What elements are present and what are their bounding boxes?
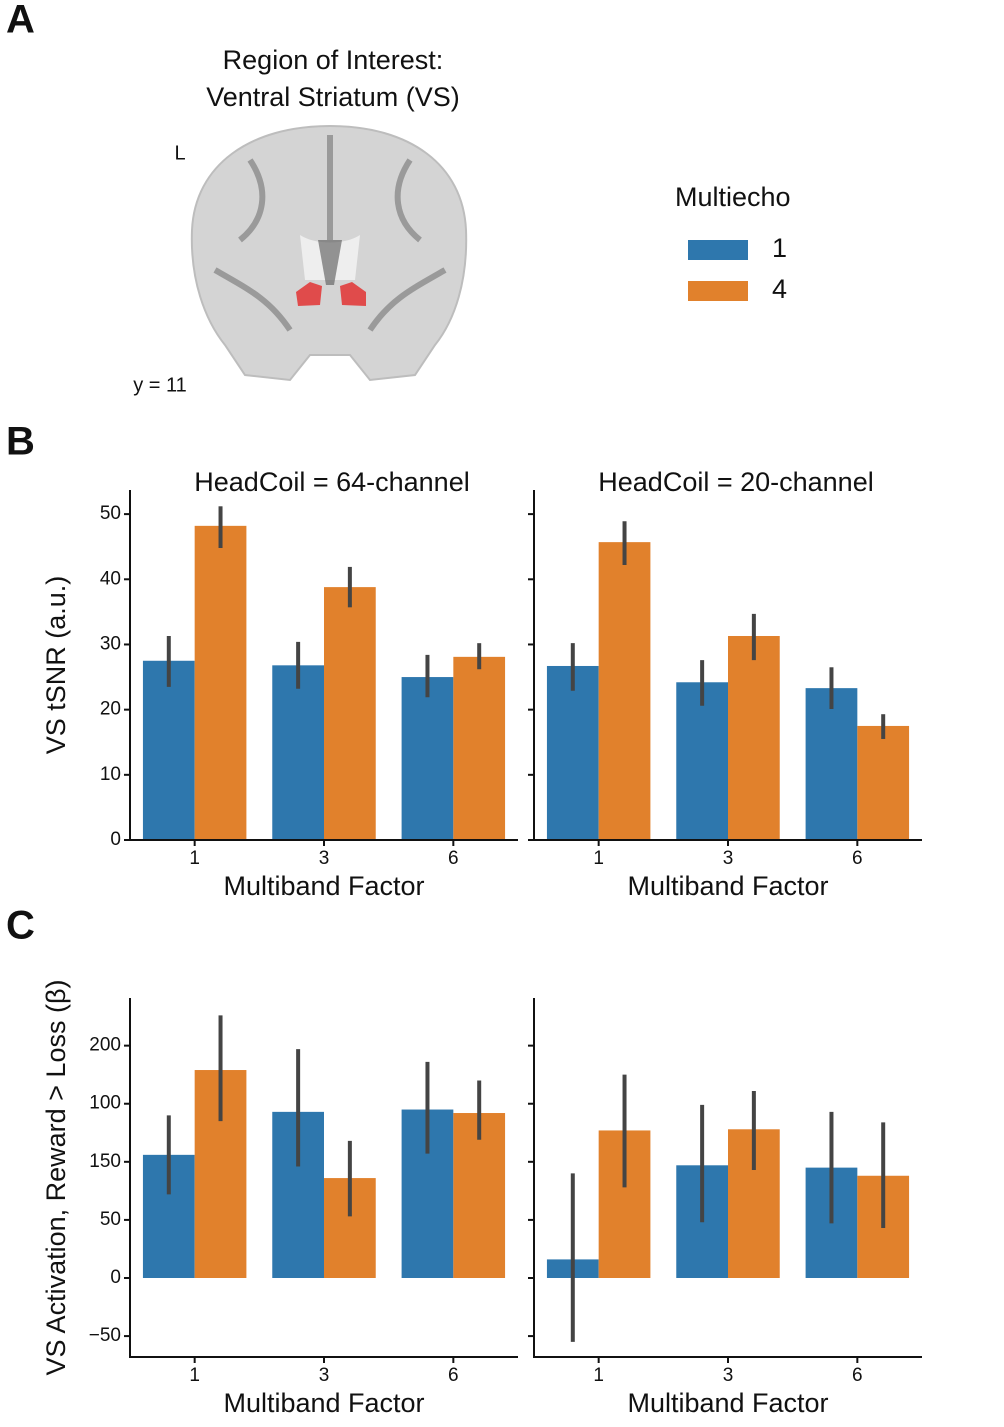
- legend-swatch: [688, 281, 748, 301]
- legend-label: 4: [772, 274, 787, 304]
- y-tick-label: 30: [100, 633, 121, 654]
- bar: [728, 635, 780, 840]
- x-tick-label: 1: [189, 1365, 200, 1386]
- x-tick-label: 3: [319, 848, 330, 869]
- x-tick-label: 1: [593, 848, 604, 869]
- x-axis-title: Multiband Factor: [223, 1388, 424, 1418]
- y-tick-label: −50: [89, 1325, 121, 1346]
- bar: [453, 1113, 506, 1278]
- x-tick-label: 1: [593, 1365, 604, 1386]
- bar: [676, 682, 728, 840]
- y-axis-title: VS Activation, Reward > Loss (β): [41, 980, 71, 1376]
- bar: [324, 587, 376, 840]
- x-tick-label: 6: [448, 848, 459, 869]
- bar: [598, 542, 651, 840]
- y-tick-label: 0: [110, 829, 121, 850]
- x-tick-label: 6: [852, 1365, 863, 1386]
- x-axis-title: Multiband Factor: [223, 871, 424, 901]
- bar: [453, 656, 506, 840]
- panel-label: B: [6, 420, 35, 464]
- chart-title: HeadCoil = 20-channel: [598, 467, 873, 497]
- bar: [805, 688, 858, 840]
- y-tick-label: 20: [100, 699, 121, 720]
- roi-title: Ventral Striatum (VS): [206, 82, 460, 112]
- y-tick-label: 50: [100, 1209, 121, 1230]
- bar: [401, 677, 454, 840]
- y-tick-label: 100: [89, 1093, 121, 1114]
- bar: [546, 665, 599, 840]
- x-tick-label: 6: [852, 848, 863, 869]
- bar: [857, 725, 910, 840]
- y-tick-label: 10: [100, 764, 121, 785]
- roi-title: Region of Interest:: [223, 45, 444, 75]
- legend-label: 1: [772, 233, 787, 263]
- x-axis-title: Multiband Factor: [627, 871, 828, 901]
- y-tick-label: 200: [89, 1035, 121, 1056]
- y-tick-label: 50: [100, 503, 121, 524]
- x-tick-label: 3: [723, 848, 734, 869]
- legend-title: Multiecho: [675, 182, 791, 212]
- legend-swatch: [688, 240, 748, 260]
- side-label: L: [174, 142, 185, 164]
- y-tick-label: 150: [89, 1151, 121, 1172]
- bar: [194, 525, 247, 840]
- x-axis-title: Multiband Factor: [627, 1388, 828, 1418]
- y-axis-title: VS tSNR (a.u.): [41, 576, 71, 755]
- x-tick-label: 3: [723, 1365, 734, 1386]
- y-tick-label: 40: [100, 568, 121, 589]
- x-tick-label: 3: [319, 1365, 330, 1386]
- y-tick-label: 0: [110, 1267, 121, 1288]
- x-tick-label: 6: [448, 1365, 459, 1386]
- bar: [272, 665, 324, 840]
- panel-label: A: [6, 0, 35, 42]
- slice-label: y = 11: [133, 374, 187, 396]
- chart-title: HeadCoil = 64-channel: [194, 467, 469, 497]
- brain-image: [190, 124, 468, 382]
- bar: [142, 660, 195, 840]
- panel-label: C: [6, 904, 35, 948]
- x-tick-label: 1: [189, 848, 200, 869]
